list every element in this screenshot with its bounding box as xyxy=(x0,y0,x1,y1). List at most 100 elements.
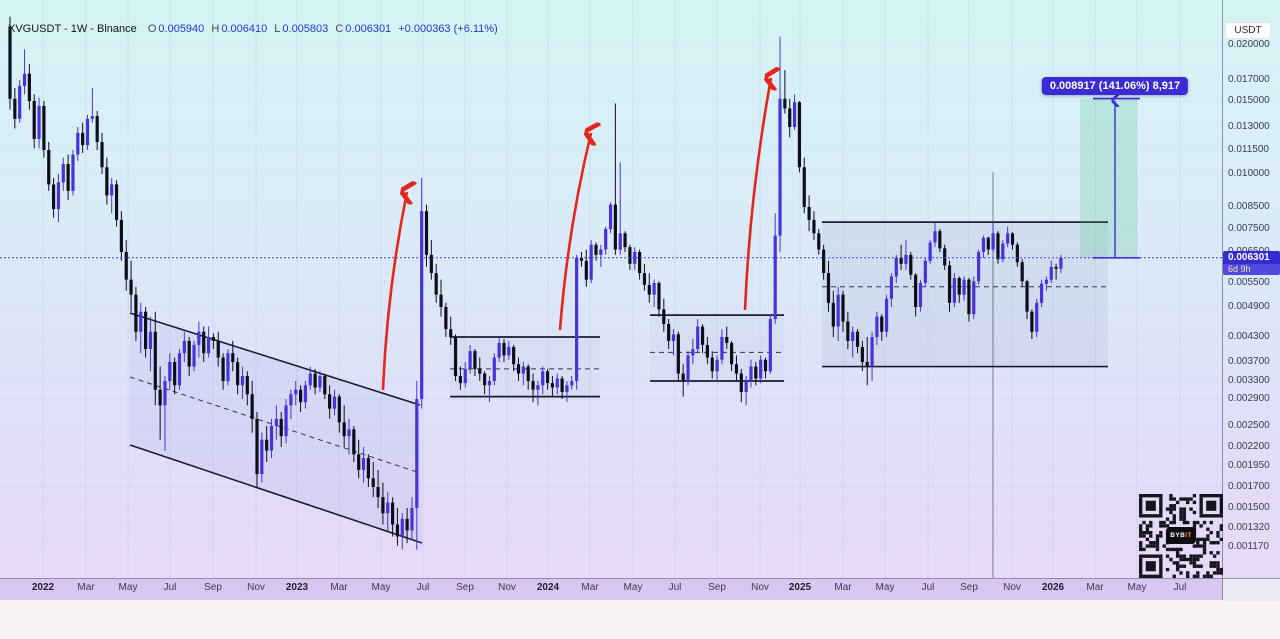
measure-tool-label[interactable]: 0.008917 (141.06%) 8,917 xyxy=(1041,76,1189,95)
candle xyxy=(521,362,525,386)
candle xyxy=(211,333,216,350)
candle xyxy=(492,353,496,386)
candle xyxy=(696,319,700,354)
candle xyxy=(323,373,327,399)
candle xyxy=(914,273,918,317)
currency-toggle-button[interactable]: USDT xyxy=(1225,22,1271,39)
candle xyxy=(536,381,540,406)
time-tick: May xyxy=(875,582,895,593)
candle xyxy=(216,331,220,367)
current-price-label: 0.006301 6d 9h xyxy=(1223,250,1280,275)
time-axis[interactable] xyxy=(0,578,1222,601)
candle xyxy=(1035,298,1039,337)
candle xyxy=(928,240,932,264)
pump-arrow-3[interactable] xyxy=(743,78,771,311)
pump-arrow-2[interactable] xyxy=(558,133,591,331)
candle xyxy=(875,311,879,345)
price-tick: 0.002200 xyxy=(1228,441,1270,452)
candle xyxy=(599,244,603,267)
candle xyxy=(47,142,51,191)
candle xyxy=(865,337,869,386)
candle xyxy=(197,321,201,358)
candle xyxy=(1049,260,1053,283)
candle xyxy=(386,492,390,531)
candle xyxy=(778,36,782,252)
candle xyxy=(42,101,46,158)
candle xyxy=(749,359,753,388)
candle xyxy=(260,432,264,483)
candle xyxy=(390,497,395,537)
time-tick: May xyxy=(371,582,391,593)
time-tick: Nov xyxy=(498,582,516,593)
candle xyxy=(570,376,574,390)
candle xyxy=(410,497,414,541)
candle xyxy=(85,114,90,150)
candle xyxy=(366,454,370,487)
time-tick: 2024 xyxy=(536,582,560,593)
candle xyxy=(545,368,550,390)
candle xyxy=(947,260,952,312)
candle xyxy=(918,279,923,312)
price-value: 0.006301 xyxy=(1223,250,1280,264)
candle xyxy=(187,337,191,377)
time-tick: Jul xyxy=(416,582,430,593)
candle xyxy=(671,329,676,356)
candle xyxy=(100,132,104,174)
candle xyxy=(642,263,647,291)
candle xyxy=(487,376,492,403)
candle xyxy=(483,371,487,395)
candle xyxy=(662,298,666,332)
ohlc-open-key: O xyxy=(147,23,157,35)
candle xyxy=(633,247,637,270)
measure-tool[interactable] xyxy=(1080,99,1140,259)
candle xyxy=(274,405,278,440)
candle xyxy=(555,373,559,395)
candle xyxy=(516,357,521,381)
candle xyxy=(269,418,274,459)
ohlc-close-value: 0.006301 xyxy=(345,23,392,35)
candle xyxy=(347,418,351,455)
candle xyxy=(439,279,443,317)
candle xyxy=(318,371,322,392)
candle xyxy=(357,439,361,479)
candle xyxy=(415,381,419,550)
candle xyxy=(560,376,564,399)
candle xyxy=(652,279,656,307)
time-tick: 2023 xyxy=(285,582,309,593)
candle xyxy=(134,286,138,341)
candle xyxy=(245,371,249,406)
candle xyxy=(395,508,400,546)
candle xyxy=(550,376,555,397)
time-tick: Sep xyxy=(456,582,474,593)
symbol-title[interactable]: XVGUSDT - 1W - Binance xyxy=(8,23,137,35)
candle xyxy=(841,290,845,332)
plot-area xyxy=(0,0,1222,578)
candle xyxy=(836,286,840,341)
candle xyxy=(1015,242,1019,267)
candle xyxy=(531,373,535,403)
candle xyxy=(13,88,17,129)
pump-arrow-1[interactable] xyxy=(381,192,407,391)
candle xyxy=(110,178,114,214)
candle xyxy=(1030,309,1034,339)
candle xyxy=(565,381,569,403)
candle xyxy=(497,337,501,362)
candle xyxy=(1054,263,1058,280)
candle xyxy=(623,231,627,252)
candle xyxy=(1006,226,1010,248)
qr-pattern xyxy=(1139,494,1223,578)
candle xyxy=(584,249,588,287)
candle xyxy=(124,240,128,291)
price-tick: 0.004900 xyxy=(1228,301,1270,312)
price-tick: 0.001950 xyxy=(1228,460,1270,471)
candle xyxy=(502,338,506,362)
candle xyxy=(66,154,70,200)
candle xyxy=(676,331,680,381)
candle xyxy=(705,337,709,365)
price-tick: 0.020000 xyxy=(1228,39,1270,50)
price-tick: 0.002500 xyxy=(1228,420,1270,431)
candle xyxy=(996,231,1000,264)
candle xyxy=(1044,276,1049,291)
candle xyxy=(797,101,802,173)
